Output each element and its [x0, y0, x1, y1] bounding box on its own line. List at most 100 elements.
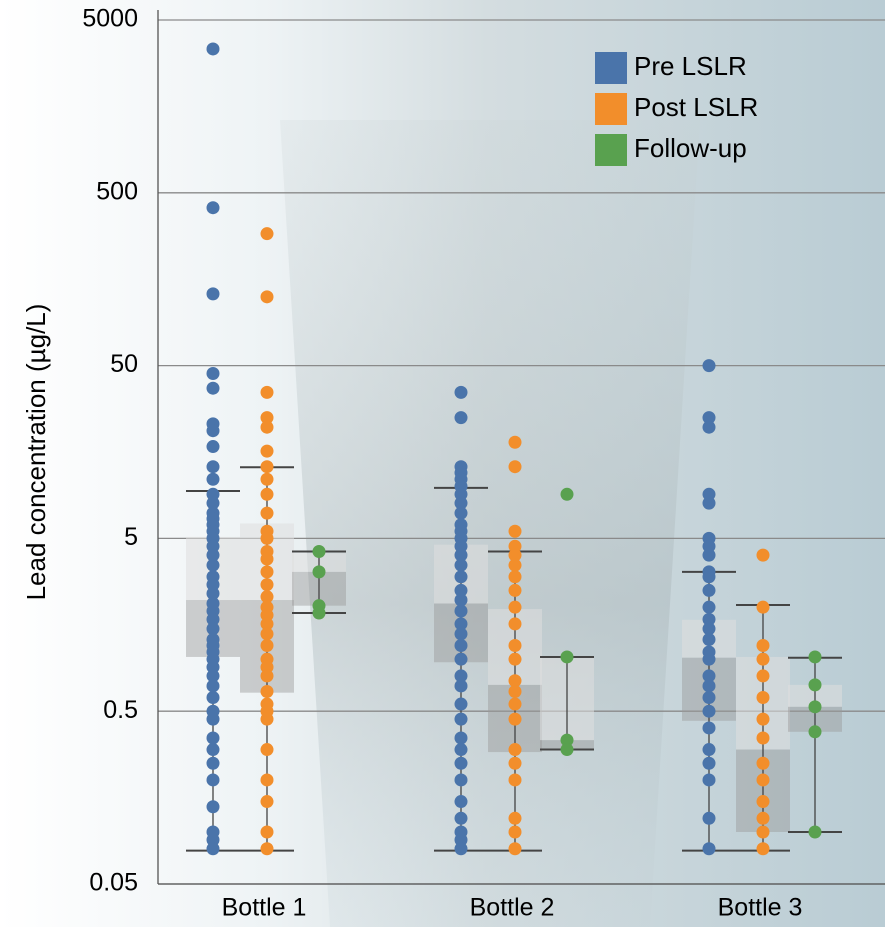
data-point	[702, 743, 716, 757]
data-point	[508, 811, 522, 825]
data-point	[560, 650, 574, 664]
y-tick-label: 0.05	[89, 869, 138, 897]
data-point	[508, 842, 522, 856]
data-point	[454, 558, 468, 572]
data-point	[206, 460, 220, 474]
data-point	[206, 800, 220, 814]
data-point	[260, 743, 274, 757]
data-point	[508, 685, 522, 699]
data-point	[702, 359, 716, 373]
data-point	[560, 743, 574, 757]
data-point	[756, 795, 770, 809]
data-point	[260, 444, 274, 458]
data-point	[206, 773, 220, 787]
y-tick-label: 5	[124, 523, 138, 551]
data-point	[702, 721, 716, 735]
data-point	[260, 506, 274, 520]
data-point	[702, 842, 716, 856]
data-point	[508, 773, 522, 787]
legend-swatch	[595, 52, 627, 84]
y-tick-label: 5000	[82, 5, 138, 33]
data-point	[756, 638, 770, 652]
data-point	[206, 201, 220, 215]
data-point	[312, 565, 326, 579]
data-point	[702, 773, 716, 787]
data-point	[702, 652, 716, 666]
data-point	[454, 411, 468, 425]
data-point	[454, 627, 468, 641]
x-tick-label: Bottle 3	[718, 894, 803, 922]
data-point	[702, 679, 716, 693]
data-point	[756, 773, 770, 787]
data-point	[260, 795, 274, 809]
data-point	[260, 842, 274, 856]
data-point	[260, 460, 274, 474]
data-point	[260, 411, 274, 425]
data-point	[702, 420, 716, 434]
data-point	[260, 825, 274, 839]
data-point	[508, 435, 522, 449]
data-point	[454, 570, 468, 584]
data-point	[508, 583, 522, 597]
data-point	[508, 460, 522, 474]
data-point	[702, 612, 716, 626]
data-point	[260, 590, 274, 604]
data-point	[260, 472, 274, 486]
data-point	[206, 367, 220, 381]
data-point	[206, 712, 220, 726]
data-point	[508, 825, 522, 839]
data-point	[808, 725, 822, 739]
data-point	[508, 697, 522, 711]
data-point	[454, 756, 468, 770]
data-point	[206, 691, 220, 705]
data-point	[206, 679, 220, 693]
data-point	[206, 731, 220, 745]
data-point	[260, 638, 274, 652]
data-point	[508, 674, 522, 688]
data-point	[206, 586, 220, 600]
data-point	[206, 381, 220, 395]
data-point	[756, 691, 770, 705]
data-point	[702, 570, 716, 584]
data-point	[206, 496, 220, 510]
data-point	[560, 733, 574, 747]
background-glass	[280, 120, 700, 927]
data-point	[454, 712, 468, 726]
data-point	[260, 627, 274, 641]
data-point	[508, 617, 522, 631]
legend-swatch	[595, 93, 627, 125]
data-point	[756, 811, 770, 825]
data-point	[206, 842, 220, 856]
y-axis-label: Lead concentration (µg/L)	[21, 304, 51, 601]
data-point	[702, 411, 716, 425]
y-tick-label: 0.5	[103, 696, 138, 724]
data-point	[454, 506, 468, 520]
data-point	[260, 385, 274, 399]
data-point	[808, 700, 822, 714]
data-point	[454, 604, 468, 618]
data-point	[454, 652, 468, 666]
data-point	[756, 731, 770, 745]
y-tick-label: 500	[96, 177, 138, 205]
data-point	[702, 496, 716, 510]
data-point	[260, 487, 274, 501]
data-point	[454, 795, 468, 809]
data-point	[508, 712, 522, 726]
data-point	[756, 756, 770, 770]
data-point	[508, 524, 522, 538]
data-point	[454, 731, 468, 745]
data-point	[702, 622, 716, 636]
data-point	[702, 691, 716, 705]
data-point	[454, 548, 468, 562]
data-point	[454, 811, 468, 825]
data-point	[702, 548, 716, 562]
data-point	[260, 712, 274, 726]
data-point	[454, 743, 468, 757]
data-point	[454, 638, 468, 652]
legend-swatch	[595, 134, 627, 166]
data-point	[756, 652, 770, 666]
data-point	[808, 678, 822, 692]
data-point	[508, 600, 522, 614]
data-point	[454, 669, 468, 683]
